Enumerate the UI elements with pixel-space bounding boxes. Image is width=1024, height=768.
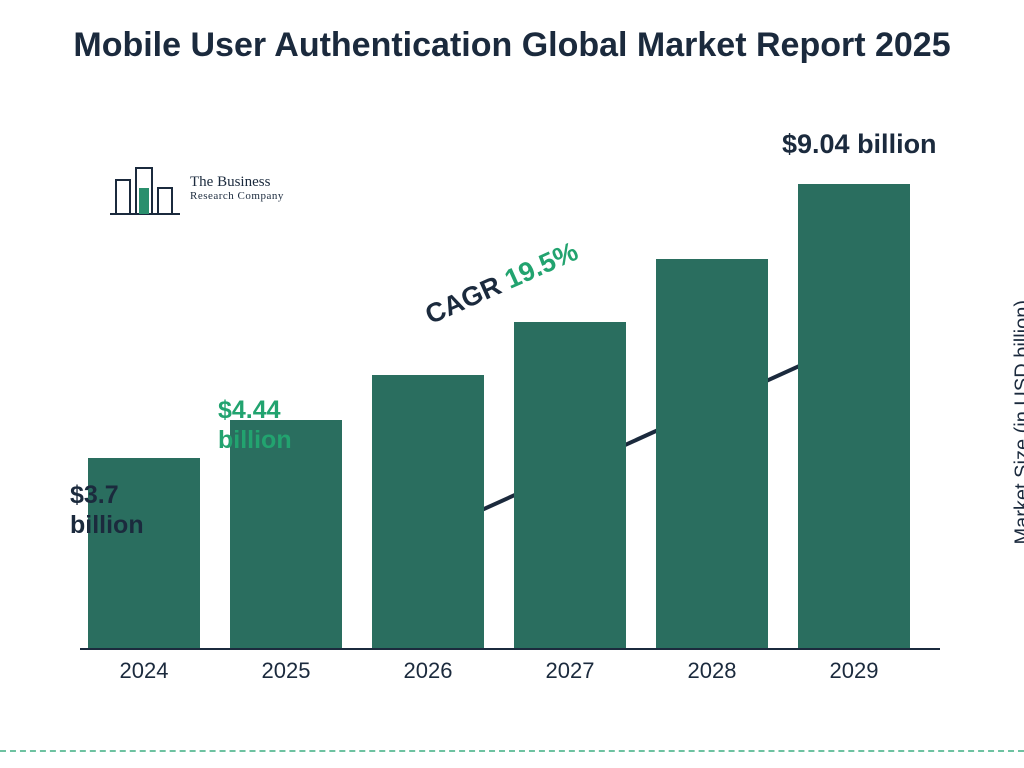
bar xyxy=(372,375,484,648)
bar xyxy=(798,184,910,648)
value-label: $9.04 billion xyxy=(782,128,937,160)
x-tick-label: 2029 xyxy=(798,658,910,684)
bar xyxy=(514,322,626,648)
value-label: $4.44billion xyxy=(218,395,292,455)
x-tick-label: 2027 xyxy=(514,658,626,684)
x-tick-label: 2025 xyxy=(230,658,342,684)
y-axis-label: Market Size (in USD billion) xyxy=(1012,300,1024,545)
footer-divider xyxy=(0,750,1024,752)
bar xyxy=(656,259,768,648)
x-tick-label: 2028 xyxy=(656,658,768,684)
x-tick-label: 2026 xyxy=(372,658,484,684)
value-label: $3.7billion xyxy=(70,480,144,540)
x-tick-label: 2024 xyxy=(88,658,200,684)
bar-chart: 2024 2025 2026 2027 2028 2029 xyxy=(80,160,940,690)
chart-title: Mobile User Authentication Global Market… xyxy=(0,24,1024,67)
